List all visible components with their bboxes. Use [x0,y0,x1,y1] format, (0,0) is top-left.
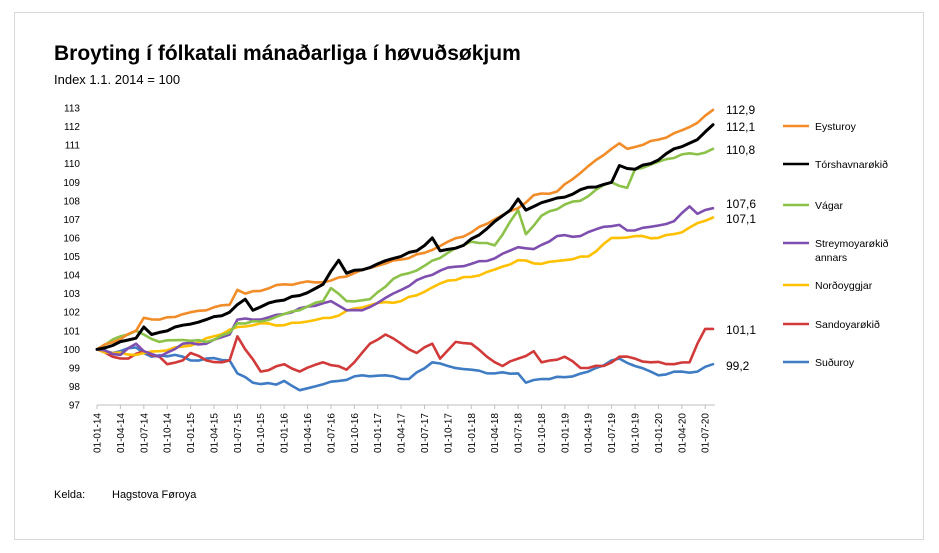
x-tick-label: 01-07-18 [514,413,525,453]
x-tick-label: 01-01-18 [467,413,478,453]
y-tick-label: 105 [63,252,80,263]
y-tick-label: 110 [64,159,80,170]
x-tick-label: 01-04-16 [303,413,314,453]
x-tick-label: 01-04-19 [584,413,595,453]
end-value-label: 101,1 [726,323,756,337]
y-tick-label: 106 [63,233,80,244]
y-tick-label: 97 [69,401,81,412]
x-tick-label: 01-04-14 [116,413,127,453]
x-tick-label: 01-10-19 [631,413,642,453]
y-tick-label: 111 [65,141,81,152]
x-tick-label: 01-10-15 [256,413,267,453]
series-line-6 [95,346,715,392]
x-tick-label: 01-07-15 [233,413,244,453]
chart-subtitle: Index 1.1. 2014 = 100 [54,72,181,87]
x-tick-label: 01-10-18 [537,413,548,453]
y-tick-label: 112 [64,122,80,133]
x-tick-label: 01-01-14 [93,413,104,453]
x-tick-label: 01-04-18 [490,413,501,453]
legend-label: Vágar [815,200,844,212]
x-tick-label: 01-04-20 [677,413,688,453]
source-label: Kelda: [54,489,86,501]
y-tick-label: 104 [63,271,80,282]
legend-label: Streymoyarøkið annars [815,238,889,264]
y-tick-label: 100 [63,345,80,356]
x-tick-label: 01-01-16 [280,413,291,453]
y-tick-label: 107 [63,215,80,226]
x-tick-label: 01-04-17 [397,413,408,453]
x-tick-label: 01-10-17 [443,413,454,453]
legend-label: Suðuroy [815,357,855,369]
legend-label: Tórshavnarøkið [815,159,888,171]
x-tick-label: 01-01-17 [373,413,384,453]
x-tick-label: 01-07-20 [701,413,712,453]
y-tick-label: 108 [63,196,80,207]
series-line-5 [95,327,715,373]
series-line-1 [95,123,715,351]
series-line-4 [95,216,715,357]
end-value-label: 107,1 [726,212,756,226]
series-line-2 [95,147,715,351]
x-tick-label: 01-07-19 [607,413,618,453]
series-line-0 [95,108,715,351]
y-tick-label: 101 [63,326,80,337]
legend-label: Eysturoy [815,121,857,133]
legend-label: Norðoyggjar [815,280,873,292]
x-tick-label: 01-10-16 [350,413,361,453]
x-tick-label: 01-10-14 [163,413,174,453]
y-tick-label: 113 [64,104,80,115]
x-tick-label: 01-07-16 [326,413,337,453]
end-value-label: 112,9 [726,103,755,117]
x-tick-label: 01-01-20 [654,413,665,453]
end-value-label: 110,8 [726,143,755,157]
end-value-label: 107,6 [726,197,756,211]
x-tick-label: 01-01-15 [186,413,197,453]
x-tick-label: 01-07-14 [139,413,150,453]
series-line-3 [95,205,715,358]
x-tick-label: 01-07-17 [420,413,431,453]
chart-title: Broyting í fólkatali mánaðarliga í høvuð… [54,42,521,65]
end-value-label: 112,1 [726,120,755,134]
x-tick-label: 01-04-15 [209,413,220,453]
legend-label: Sandoyarøkið [815,319,880,331]
end-value-label: 99,2 [726,359,750,373]
y-tick-label: 103 [63,289,80,300]
y-tick-label: 102 [63,308,80,319]
x-tick-label: 01-01-19 [560,413,571,453]
y-tick-label: 99 [69,363,81,374]
source-value: Hagstova Føroya [112,489,197,501]
y-tick-label: 98 [69,382,81,393]
y-tick-label: 109 [63,178,80,189]
